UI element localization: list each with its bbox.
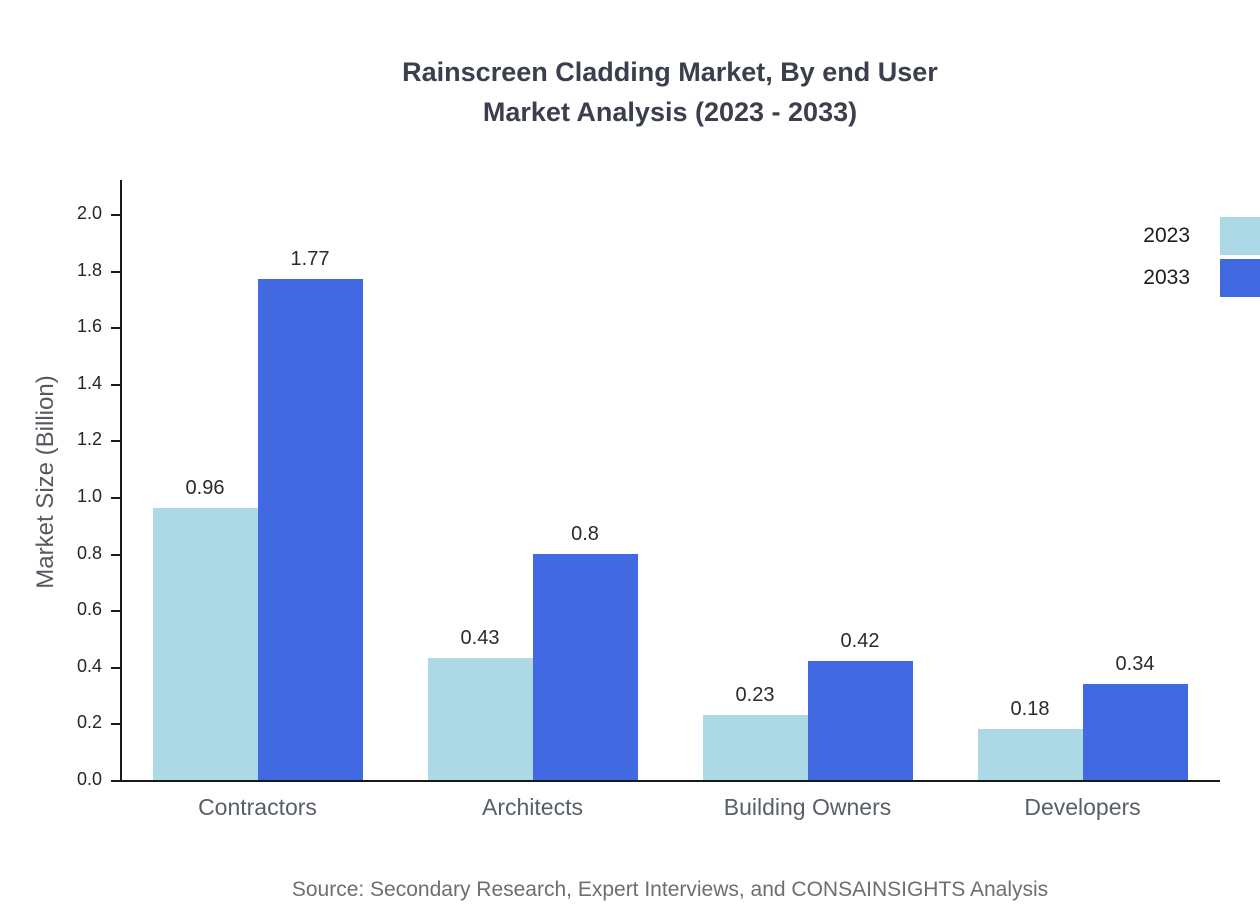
y-tick-mark: [111, 610, 120, 613]
y-tick-mark: [111, 327, 120, 330]
y-tick-mark: [111, 440, 120, 443]
y-tick-mark: [111, 383, 120, 386]
x-axis-line: [120, 780, 1220, 782]
y-tick-label: 0.2: [76, 712, 102, 733]
y-tick-mark: [111, 270, 120, 273]
legend: 2023 2033: [1143, 216, 1260, 298]
y-tick-label: 1.6: [76, 316, 102, 337]
x-category-label: Architects: [482, 794, 583, 820]
bar-2023-developers: [977, 729, 1083, 780]
y-tick-label: 0.4: [76, 655, 102, 676]
bar-value-label: 0.43: [460, 627, 500, 650]
bar-value-label: 0.18: [1010, 698, 1050, 721]
legend-swatch-icon: [1220, 217, 1260, 255]
x-category-label: Building Owners: [723, 794, 892, 820]
bar-2033-developers: [1082, 683, 1188, 780]
x-category-label: Developers: [1024, 794, 1141, 820]
bar-2033-architects: [532, 553, 638, 780]
legend-item-2023: 2023: [1143, 216, 1260, 256]
y-tick-mark: [111, 666, 120, 669]
bar-2023-contractors: [152, 508, 258, 780]
y-tick-mark: [111, 553, 120, 556]
y-tick-mark: [111, 780, 120, 782]
bar-value-label: 1.77: [290, 248, 330, 271]
bar-value-label: 0.8: [571, 522, 599, 545]
legend-swatch-icon: [1220, 259, 1260, 297]
bar-2033-contractors: [257, 279, 363, 780]
y-tick-mark: [111, 723, 120, 726]
y-tick-label: 0.6: [76, 599, 102, 620]
y-tick-mark: [111, 214, 120, 216]
y-tick-label: 2.0: [76, 203, 102, 223]
chart-title-line1: Rainscreen Cladding Market, By end User: [402, 57, 938, 87]
y-tick-label: 1.2: [76, 429, 102, 450]
bar-2023-building-owners: [702, 714, 808, 780]
bar-value-label: 0.23: [735, 683, 775, 706]
legend-label: 2023: [1143, 224, 1190, 247]
source-note: Source: Secondary Research, Expert Inter…: [291, 878, 1049, 901]
y-axis-line: [120, 180, 122, 782]
y-tick-mark: [111, 497, 120, 499]
legend-label: 2033: [1143, 266, 1190, 289]
chart-title: Rainscreen Cladding Market, By end User …: [120, 52, 1220, 132]
bar-value-label: 0.96: [185, 477, 225, 500]
legend-item-2033: 2033: [1143, 258, 1260, 298]
bar-2023-architects: [427, 658, 533, 780]
chart-title-line2: Market Analysis (2023 - 2033): [482, 97, 858, 127]
y-tick-label: 0.8: [76, 542, 102, 563]
y-tick-label: 1.4: [76, 372, 102, 393]
y-tick-label: 0.0: [76, 769, 102, 789]
y-tick-label: 1.8: [76, 259, 102, 280]
y-tick-label: 1.0: [76, 486, 102, 506]
bar-value-label: 0.34: [1115, 652, 1155, 675]
bar-value-label: 0.42: [840, 630, 880, 653]
bar-2033-building-owners: [807, 661, 913, 780]
x-category-label: Contractors: [198, 794, 317, 820]
